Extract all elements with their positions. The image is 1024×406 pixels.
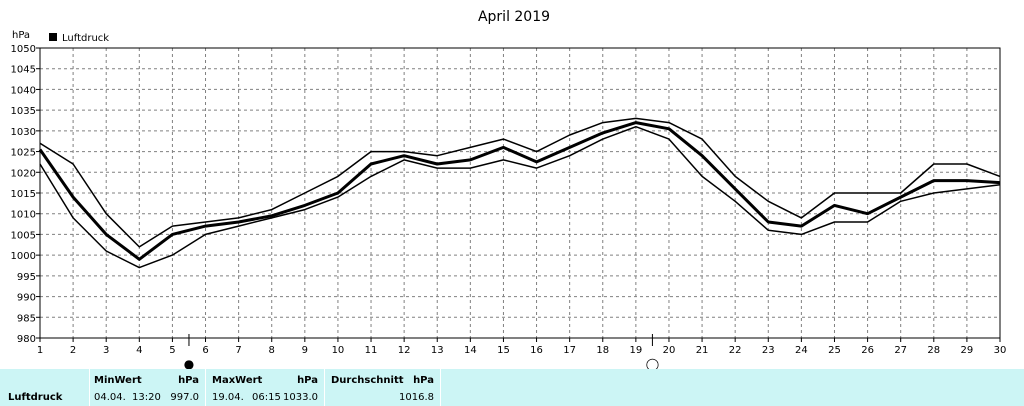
y-tick-label: 1010 — [11, 210, 36, 221]
x-tick-label: 30 — [994, 345, 1007, 356]
x-tick-label: 6 — [202, 345, 208, 356]
avg-value: 1016.8 — [399, 392, 434, 403]
max-unit: hPa — [297, 375, 318, 386]
x-tick-label: 13 — [431, 345, 444, 356]
y-axis: 980 985 990 995 1000 1005 1010 1015 1020 1025 1030… — [11, 44, 40, 345]
x-tick-label: 29 — [961, 345, 974, 356]
x-tick-label: 24 — [795, 345, 808, 356]
series-group — [38, 117, 1001, 269]
pressure-chart: April 2019 hPa Luftdruck 980985990995100… — [11, 9, 1007, 369]
x-tick-label: 18 — [596, 345, 609, 356]
min-time: 13:20 — [132, 392, 161, 403]
y-tick-label: 1040 — [11, 85, 36, 96]
y-tick-label: 1030 — [11, 127, 36, 138]
x-tick-label: 12 — [398, 345, 411, 356]
max-date: 19.04. — [212, 392, 244, 403]
x-tick-label: 22 — [729, 345, 742, 356]
legend-swatch — [49, 33, 57, 41]
stats-label-cell: Luftdruck — [0, 369, 90, 406]
series-line-mean — [38, 121, 1001, 261]
x-tick-label: 7 — [235, 345, 241, 356]
x-tick-label: 10 — [332, 345, 345, 356]
x-tick-label: 3 — [103, 345, 109, 356]
x-axis: 1 2 3 4 5 6 7 8 9 10 11 12 13 14 15 16 17 18 19 20 21 22 23 24 2… — [37, 338, 1007, 356]
y-tick-label: 1005 — [11, 230, 36, 241]
x-tick-label: 5 — [169, 345, 175, 356]
y-tick-label: 1045 — [11, 65, 36, 76]
y-tick-label: 995 — [17, 272, 36, 283]
series-line-min — [39, 125, 1001, 269]
y-tick-label: 1015 — [11, 189, 36, 200]
legend-label: Luftdruck — [62, 33, 109, 44]
x-tick-label: 20 — [663, 345, 676, 356]
average-cell: Durchschnitt hPa 1016.8 — [325, 369, 441, 406]
x-tick-label: 25 — [828, 345, 841, 356]
x-tick-label: 14 — [464, 345, 477, 356]
y-tick-label: 985 — [17, 313, 36, 324]
y-tick-label: 1035 — [11, 106, 36, 117]
min-value-cell: MinWert hPa 04.04. 13:20 997.0 — [90, 369, 206, 406]
x-tick-label: 21 — [696, 345, 709, 356]
y-tick-label: 1025 — [11, 148, 36, 159]
max-value: 1033.0 — [283, 392, 318, 403]
avg-unit: hPa — [413, 375, 434, 386]
y-tick-label: 1050 — [11, 44, 36, 55]
stats-series-label: Luftdruck — [8, 392, 63, 403]
x-tick-label: 2 — [70, 345, 76, 356]
max-time: 06:15 — [252, 392, 281, 403]
x-tick-label: 19 — [629, 345, 642, 356]
chart-title: April 2019 — [478, 9, 550, 25]
stats-bar: Luftdruck MinWert hPa 04.04. 13:20 997.0… — [0, 369, 1024, 406]
new-moon-icon: ● — [184, 357, 194, 369]
y-tick-label: 990 — [17, 293, 36, 304]
x-tick-label: 9 — [302, 345, 308, 356]
avg-header: Durchschnitt — [331, 375, 404, 386]
y-axis-unit-label: hPa — [12, 30, 30, 41]
x-tick-label: 11 — [365, 345, 378, 356]
min-unit: hPa — [178, 375, 199, 386]
moon-phase-markers: ● ◯ — [184, 334, 659, 369]
min-date: 04.04. — [94, 392, 126, 403]
x-tick-label: 1 — [37, 345, 43, 356]
x-tick-label: 17 — [563, 345, 576, 356]
y-tick-label: 1000 — [11, 251, 36, 262]
y-tick-label: 1020 — [11, 168, 36, 179]
x-tick-label: 23 — [762, 345, 775, 356]
max-header: MaxWert — [212, 375, 263, 386]
x-tick-label: 27 — [894, 345, 907, 356]
x-tick-label: 16 — [530, 345, 543, 356]
full-moon-icon: ◯ — [646, 357, 659, 369]
y-tick-label: 980 — [17, 334, 36, 345]
x-tick-label: 8 — [269, 345, 275, 356]
max-value-cell: MaxWert hPa 19.04. 06:15 1033.0 — [206, 369, 325, 406]
x-tick-label: 4 — [136, 345, 142, 356]
series-line-max — [39, 117, 1001, 248]
min-value: 997.0 — [170, 392, 199, 403]
min-header: MinWert — [94, 375, 142, 386]
x-tick-label: 15 — [497, 345, 510, 356]
x-tick-label: 28 — [927, 345, 940, 356]
x-tick-label: 26 — [861, 345, 874, 356]
